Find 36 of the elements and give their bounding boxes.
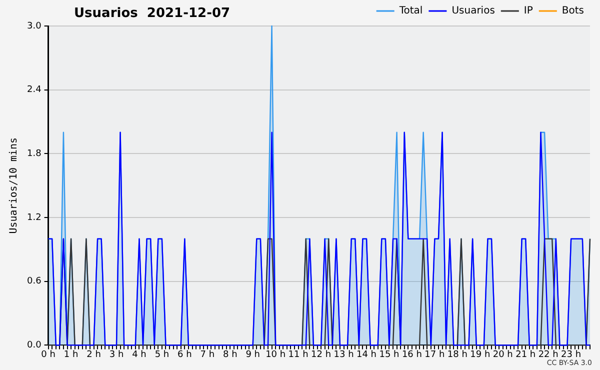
chart-title: Usuarios 2021-12-07 [74, 6, 230, 21]
x-tick-label: 0 h [41, 350, 56, 360]
x-tick-label: 1 h [64, 350, 78, 360]
x-tick-label: 3 h [109, 350, 124, 360]
y-tick-label: 3.0 [26, 21, 42, 32]
x-tick-label: 14 h [356, 350, 377, 360]
x-tick-label: 15 h [379, 350, 400, 360]
x-tick-label: 9 h [246, 350, 260, 360]
x-tick-label: 6 h [178, 350, 192, 360]
x-tick-label: 13 h [334, 350, 354, 360]
x-tick-label: 20 h [492, 350, 513, 360]
legend-label: Total [398, 6, 423, 17]
x-tick-label: 21 h [516, 350, 536, 360]
x-tick-label: 2 h [86, 350, 101, 360]
x-tick-label: 4 h [132, 350, 146, 360]
y-tick-label: 1.8 [26, 149, 42, 160]
x-tick-label: 10 h [266, 350, 286, 360]
x-tick-label: 12 h [311, 350, 332, 360]
legend-label: Usuarios [452, 6, 495, 17]
y-tick-label: 2.4 [26, 85, 42, 96]
y-tick-label: 0.0 [26, 340, 42, 351]
x-tick-label: 23 h [561, 350, 582, 360]
legend-label: IP [524, 6, 533, 17]
x-tick-label: 16 h [402, 350, 422, 360]
y-axis-title: Usuarios/10 mins [8, 137, 20, 234]
x-tick-label: 19 h [470, 350, 490, 360]
x-tick-label: 8 h [222, 350, 238, 360]
x-tick-label: 7 h [200, 350, 215, 360]
y-tick-label: 1.2 [26, 212, 42, 223]
x-tick-label: 18 h [447, 350, 468, 360]
x-tick-label: 17 h [424, 350, 445, 360]
y-tick-label: 0.6 [26, 276, 42, 287]
legend-label: Bots [562, 6, 584, 17]
x-tick-label: 22 h [538, 350, 558, 360]
x-tick-label: 11 h [288, 350, 308, 360]
x-tick-label: 5 h [154, 350, 170, 360]
